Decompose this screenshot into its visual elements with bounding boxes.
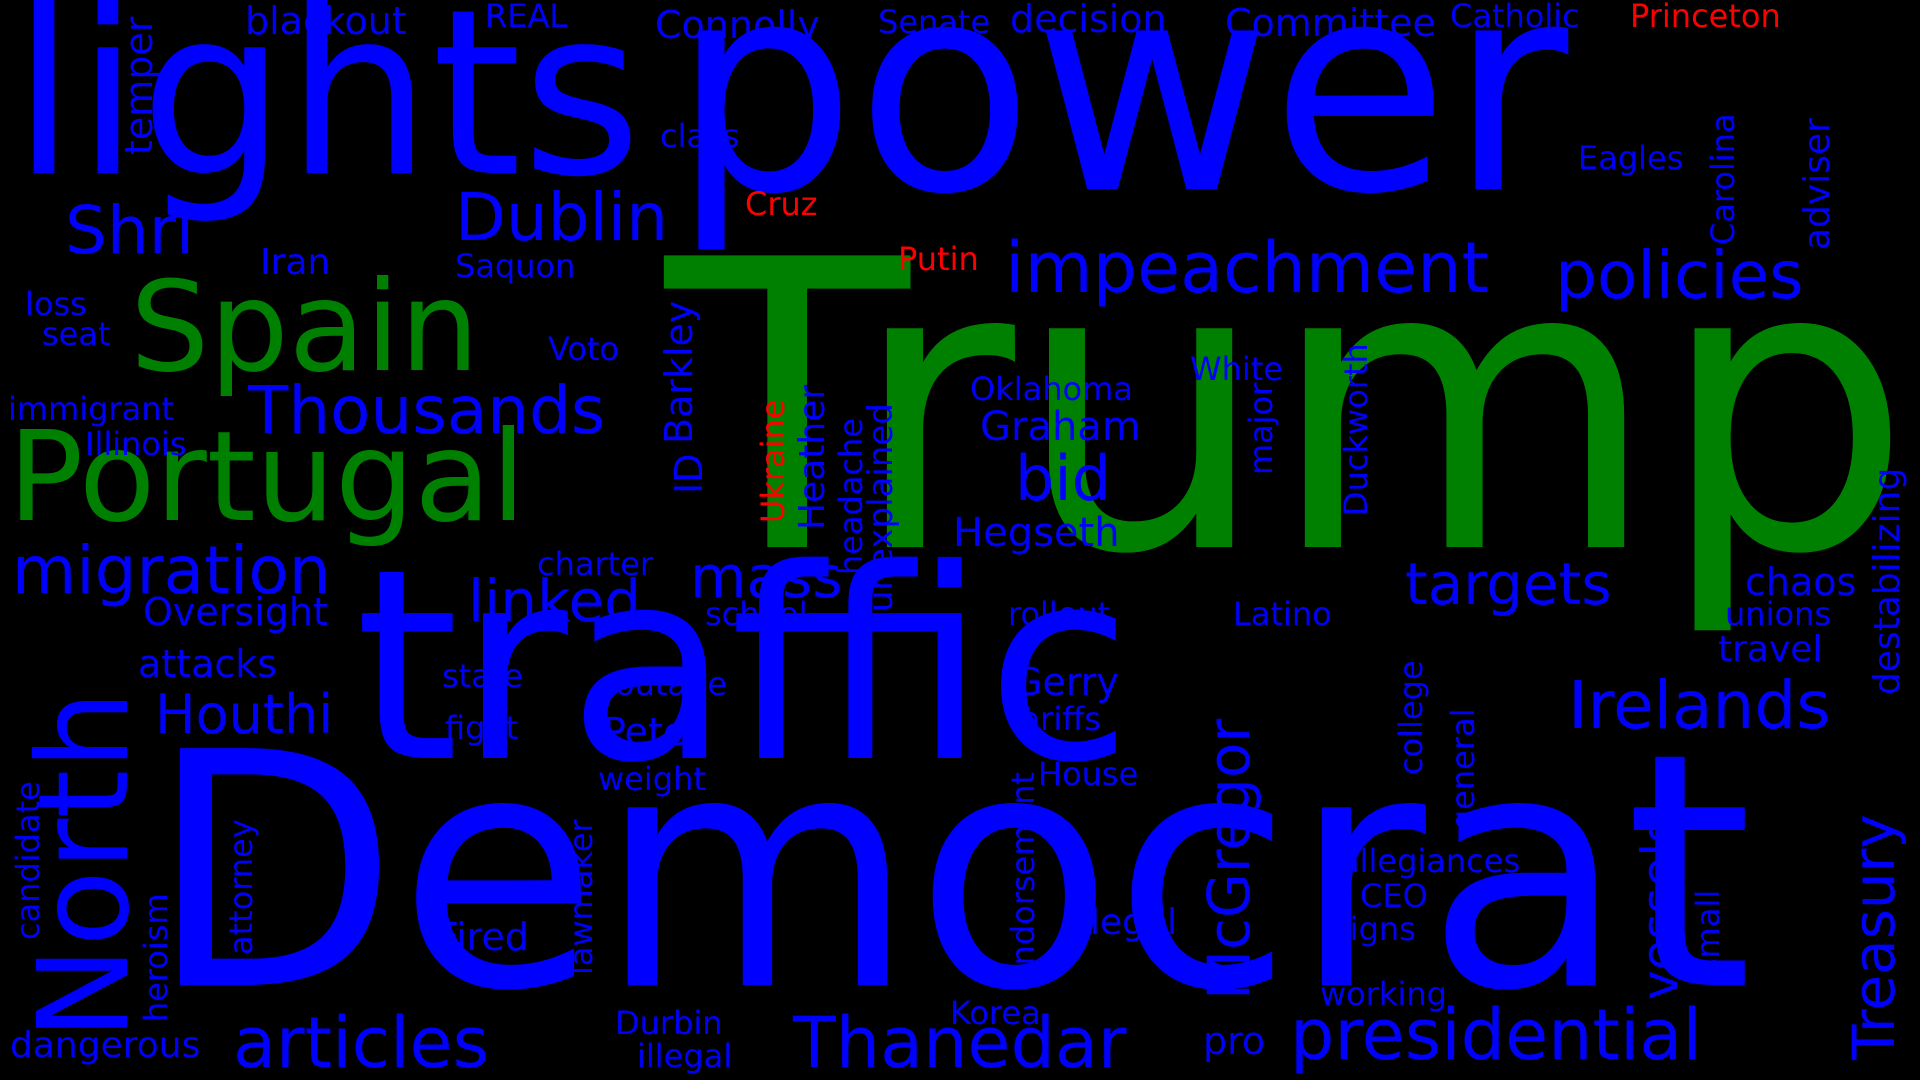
word: Dublin bbox=[455, 179, 669, 256]
word: outage bbox=[615, 665, 728, 703]
word: dangerous bbox=[10, 1025, 201, 1066]
word: mass bbox=[690, 543, 843, 611]
word: traffic bbox=[355, 513, 1133, 821]
word: McGregor bbox=[1195, 718, 1263, 1000]
word: general bbox=[1444, 708, 1482, 830]
word: migration bbox=[12, 532, 331, 609]
word: Hegseth bbox=[953, 510, 1120, 556]
word: Committee bbox=[1225, 1, 1436, 45]
word: Oklahoma bbox=[970, 370, 1133, 408]
word: class bbox=[660, 117, 740, 155]
word: Graham bbox=[980, 404, 1141, 450]
word: targets bbox=[1405, 550, 1612, 618]
word: Catholic bbox=[1450, 0, 1580, 35]
word: temper bbox=[117, 16, 161, 155]
word: weight bbox=[598, 760, 706, 798]
word: linked bbox=[468, 567, 642, 635]
word: attacks bbox=[138, 642, 278, 686]
word: pro bbox=[1203, 1019, 1266, 1063]
word: Voto bbox=[548, 330, 620, 368]
word: Shri bbox=[65, 192, 195, 269]
word: House bbox=[1038, 755, 1139, 793]
word: heroism bbox=[137, 893, 175, 1022]
word: Cruz bbox=[745, 185, 818, 223]
word: Saquon bbox=[455, 247, 576, 285]
word: chaos bbox=[1745, 560, 1857, 604]
word: impeachment bbox=[1005, 227, 1489, 309]
word: rollout bbox=[1008, 595, 1111, 633]
word: Trump bbox=[665, 177, 1913, 642]
word: Thousands bbox=[248, 372, 606, 449]
word: signs bbox=[1333, 910, 1416, 948]
word: Putin bbox=[898, 240, 979, 278]
word: Carolina bbox=[1704, 113, 1742, 245]
word: unions bbox=[1725, 595, 1831, 633]
word: ID bbox=[667, 453, 711, 494]
word: unexplained bbox=[861, 403, 901, 612]
word: Treasury bbox=[1840, 814, 1908, 1060]
word: vessels bbox=[1631, 816, 1689, 1000]
word: Eagles bbox=[1578, 139, 1684, 177]
word: adviser bbox=[1797, 118, 1838, 250]
word: candidate bbox=[9, 781, 47, 940]
word: small bbox=[1689, 889, 1727, 975]
word: Latino bbox=[1233, 595, 1332, 633]
word: blackout bbox=[245, 0, 407, 43]
word: decision bbox=[1010, 0, 1167, 41]
word: Princeton bbox=[1630, 0, 1781, 35]
word: policies bbox=[1555, 237, 1804, 314]
word: Durbin bbox=[615, 1004, 723, 1042]
word: Barkley bbox=[657, 300, 701, 444]
word: Illinois bbox=[85, 425, 187, 463]
word: articles bbox=[233, 1002, 490, 1080]
word: college bbox=[1392, 660, 1430, 775]
word: seat bbox=[42, 315, 111, 353]
word: tariffs bbox=[1008, 700, 1101, 738]
word: REAL bbox=[485, 0, 568, 35]
word: power bbox=[672, 0, 1569, 258]
word: Thanedar bbox=[793, 1002, 1127, 1080]
word: lawmaker bbox=[562, 819, 600, 975]
word: Oversight bbox=[143, 590, 328, 634]
word: Duckworth bbox=[1337, 343, 1375, 516]
word: Spain bbox=[130, 255, 480, 400]
word: White bbox=[1190, 350, 1284, 388]
word: CEO bbox=[1360, 877, 1428, 915]
word: Gerry bbox=[1013, 660, 1119, 704]
word: fight bbox=[445, 709, 519, 747]
word: allegiances bbox=[1340, 842, 1521, 880]
word: destabilizing bbox=[1867, 467, 1908, 695]
word: Petes bbox=[603, 710, 707, 754]
word: working bbox=[1320, 975, 1447, 1013]
word: lights bbox=[12, 0, 642, 228]
word: Fired bbox=[437, 915, 529, 959]
word: immigrant bbox=[8, 390, 175, 428]
word: Portugal bbox=[8, 405, 526, 550]
word: Ukraine bbox=[754, 399, 792, 523]
word: illegal bbox=[637, 1037, 733, 1075]
word: endorsement bbox=[1004, 771, 1042, 985]
word: Democrat bbox=[148, 683, 1753, 1062]
word: school bbox=[705, 595, 808, 633]
word: legal bbox=[1090, 902, 1178, 943]
word: Houthi bbox=[155, 683, 334, 746]
word: travel bbox=[1718, 629, 1823, 670]
word: Heather bbox=[792, 384, 833, 530]
word: Connolly bbox=[655, 3, 820, 47]
word: loss bbox=[25, 285, 87, 323]
word: Senate bbox=[878, 3, 991, 41]
word: attorney bbox=[222, 819, 260, 955]
word: charter bbox=[537, 545, 654, 583]
word: Irelands bbox=[1568, 667, 1831, 744]
word: state bbox=[442, 657, 524, 695]
word: Iran bbox=[260, 242, 331, 283]
word: presidential bbox=[1290, 994, 1702, 1076]
word: major bbox=[1242, 382, 1280, 475]
word: Korea bbox=[950, 994, 1041, 1032]
word: bid bbox=[1015, 442, 1111, 515]
